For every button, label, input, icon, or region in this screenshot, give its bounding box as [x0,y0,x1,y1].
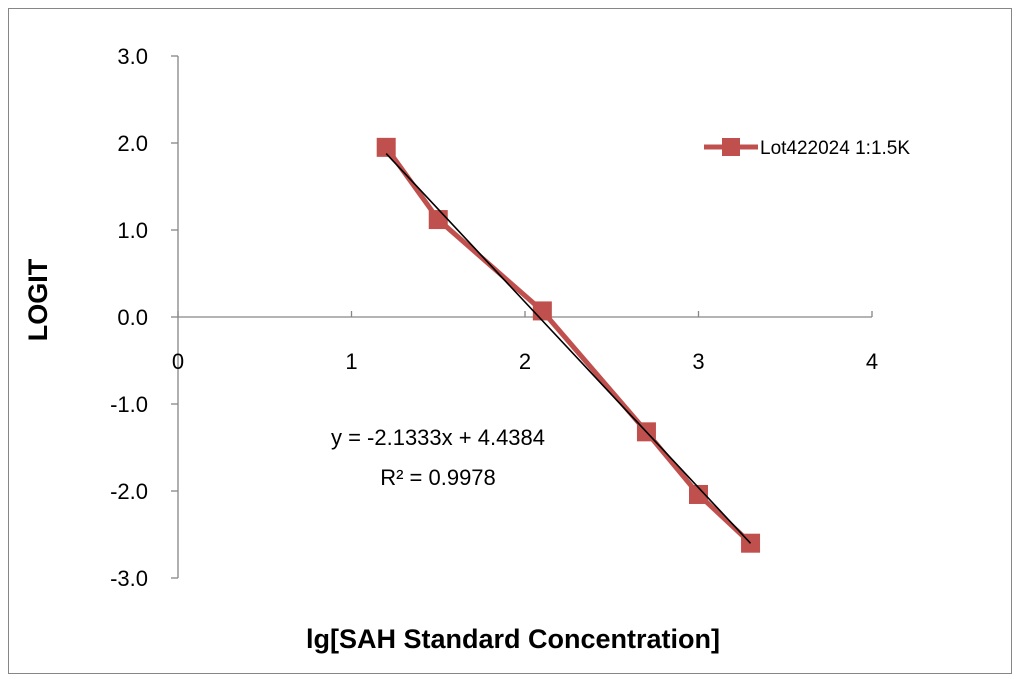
data-point-marker [429,211,447,229]
r-squared-label: R² = 0.9978 [380,465,496,490]
legend-marker-swatch [722,138,740,156]
y-axis-title: LOGIT [23,258,53,341]
y-tick-label: 0.0 [117,305,148,330]
axes: 3.0 2.0 1.0 0.0 -1.0 -2.0 -3.0 0 1 2 3 4 [110,44,878,591]
x-tick-label: 1 [345,349,357,374]
x-axis-title: lg[SAH Standard Concentration] [306,624,720,654]
x-axis-ticks: 0 1 2 3 4 [172,311,878,374]
series-layer [377,138,759,552]
y-tick-label: -3.0 [110,566,148,591]
data-point-marker [533,302,551,320]
x-tick-label: 4 [866,349,878,374]
y-tick-label: -2.0 [110,479,148,504]
x-tick-label: 2 [519,349,531,374]
legend: Lot422024 1:1.5K [704,138,910,159]
x-tick-label: 0 [172,349,184,374]
x-tick-label: 3 [692,349,704,374]
y-tick-label: -1.0 [110,392,148,417]
y-tick-label: 1.0 [117,218,148,243]
y-axis-ticks: 3.0 2.0 1.0 0.0 -1.0 -2.0 -3.0 [110,44,178,591]
legend-label: Lot422024 1:1.5K [760,138,910,159]
trendline-equation: y = -2.1333x + 4.4384 [331,425,545,450]
y-tick-label: 3.0 [117,44,148,69]
y-tick-label: 2.0 [117,131,148,156]
